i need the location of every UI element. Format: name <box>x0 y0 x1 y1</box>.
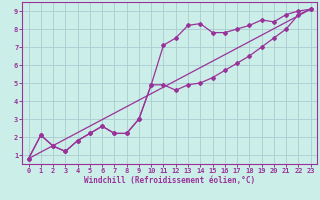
X-axis label: Windchill (Refroidissement éolien,°C): Windchill (Refroidissement éolien,°C) <box>84 176 255 185</box>
